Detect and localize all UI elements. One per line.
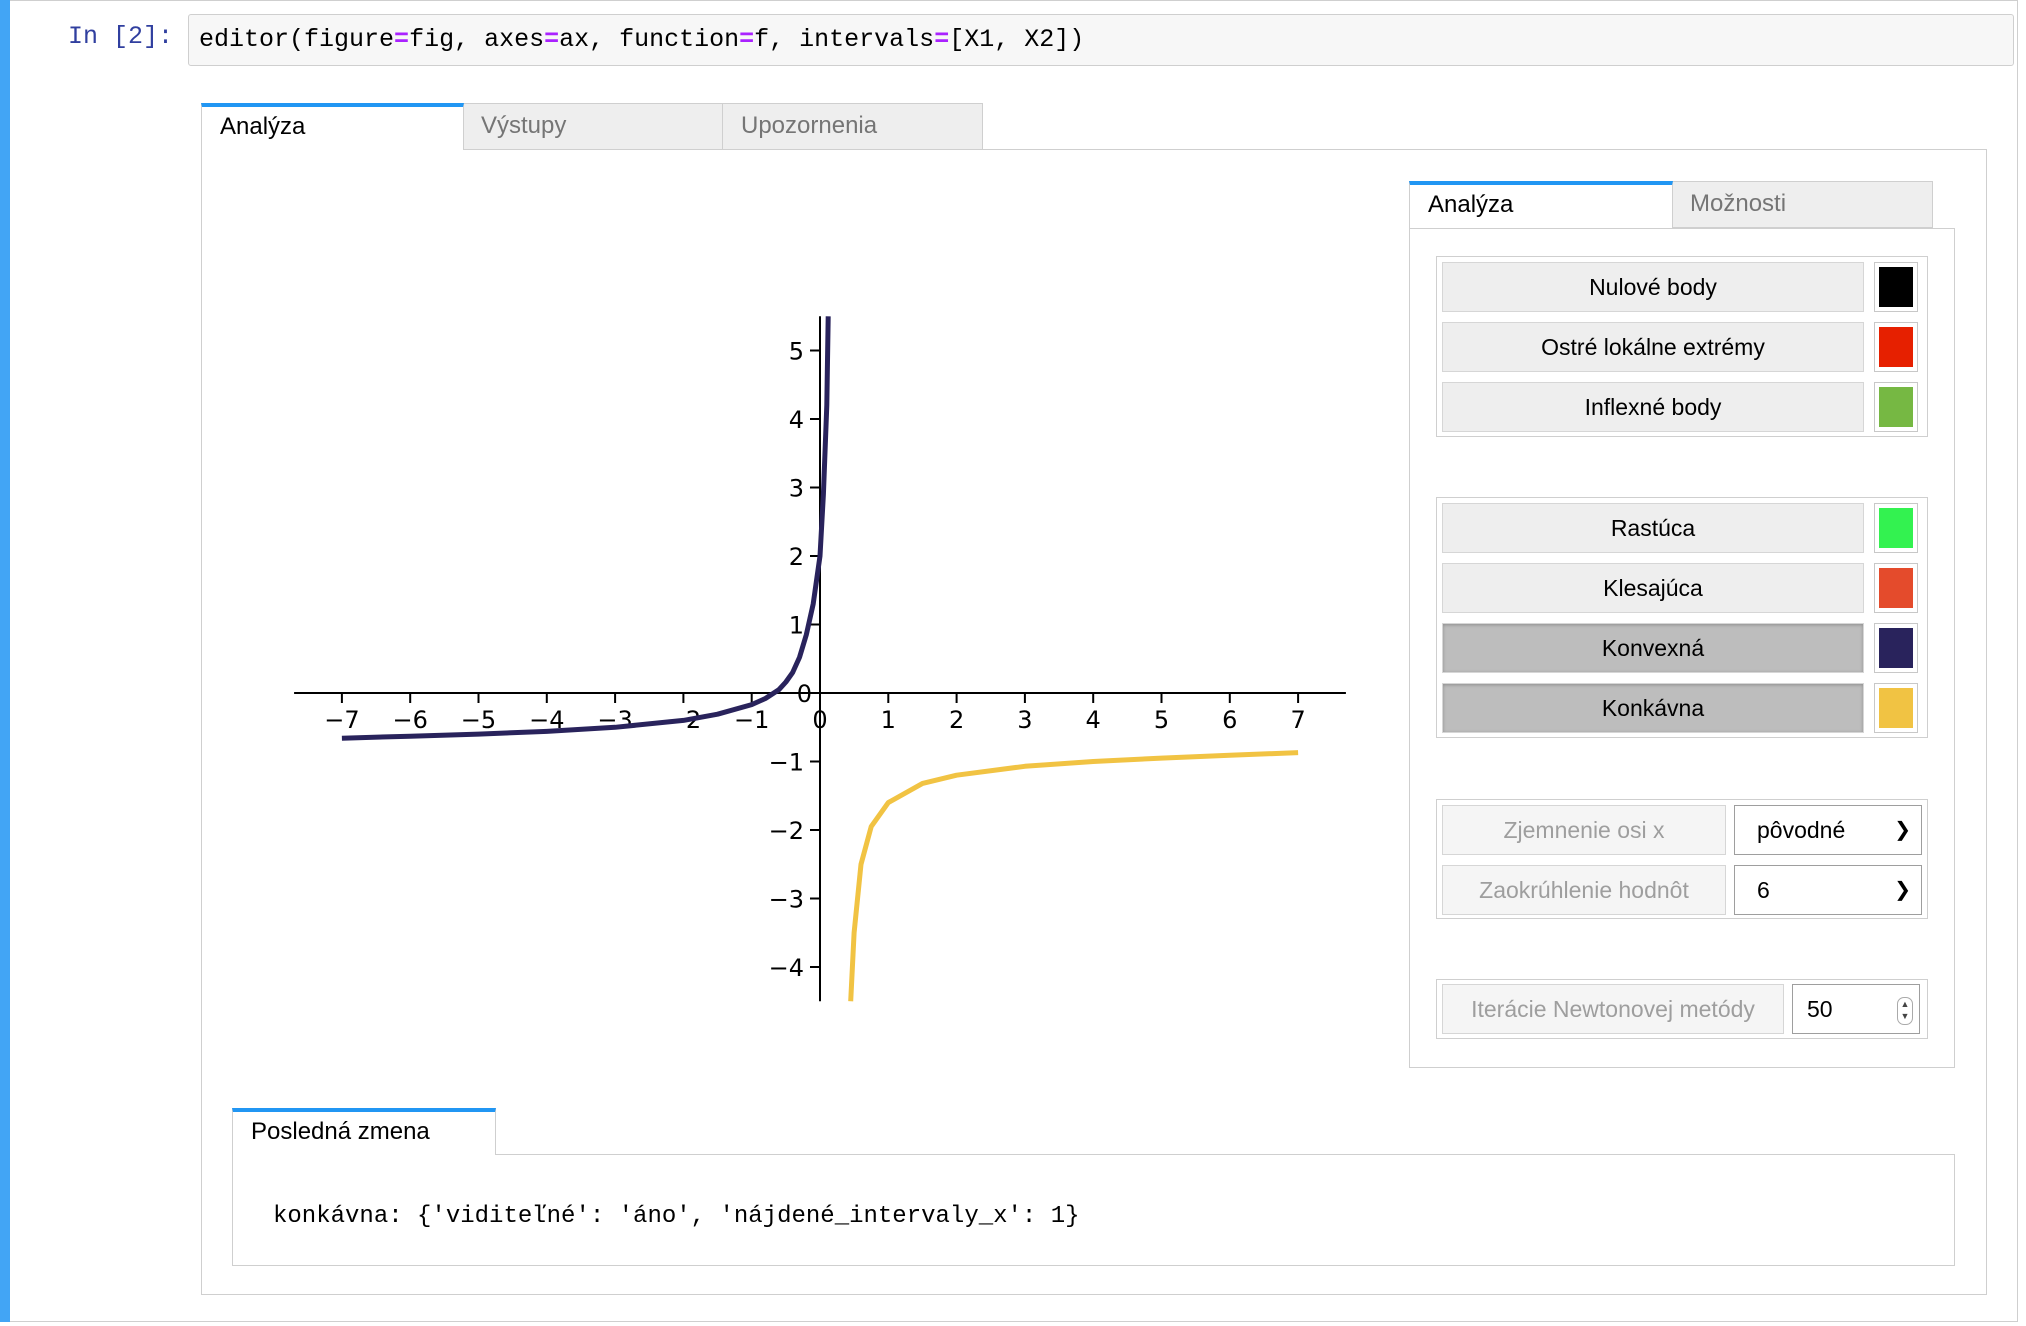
y-tick-label: 0: [797, 680, 812, 708]
color-swatch: [1879, 387, 1913, 427]
tab-analyza[interactable]: Analýza: [201, 103, 464, 150]
y-tick-label: 1: [789, 612, 804, 640]
y-tick-label: 3: [789, 475, 804, 503]
x-refine-label: Zjemnenie osi x: [1442, 805, 1726, 855]
color-swatch: [1879, 568, 1913, 608]
last-change-panel: konkávna: {'viditeľné': 'áno', 'nájdené_…: [232, 1154, 1955, 1266]
increasing-button[interactable]: Rastúca: [1442, 503, 1864, 553]
x-tick-label: 6: [1222, 706, 1237, 734]
tab-vystupy[interactable]: Výstupy: [462, 103, 723, 150]
side-tab-moznosti[interactable]: Možnosti: [1671, 181, 1933, 228]
rounding-label: Zaokrúhlenie hodnôt: [1442, 865, 1726, 915]
cell-prompt: In [2]:: [68, 22, 174, 51]
rounding-value: 6: [1757, 877, 1770, 903]
local-extrema-button[interactable]: Ostré lokálne extrémy: [1442, 322, 1864, 372]
y-tick-label: −2: [769, 817, 804, 845]
zero-points-color-picker[interactable]: [1874, 262, 1918, 312]
x-tick-label: 7: [1290, 706, 1305, 734]
y-tick-label: 4: [789, 406, 804, 434]
color-swatch: [1879, 688, 1913, 728]
y-tick-label: 5: [789, 338, 804, 366]
increasing-color-picker[interactable]: [1874, 503, 1918, 553]
newton-iterations-input[interactable]: 50 ▲ ▼: [1792, 984, 1920, 1034]
concave-button[interactable]: Konkávna: [1442, 683, 1864, 733]
x-refine-select[interactable]: pôvodné ❯: [1734, 805, 1922, 855]
tab-last-change[interactable]: Posledná zmena: [232, 1108, 496, 1155]
color-swatch: [1879, 327, 1913, 367]
concave-color-picker[interactable]: [1874, 683, 1918, 733]
chevron-down-icon: ❯: [1894, 819, 1911, 841]
x-tick-label: −5: [461, 706, 496, 734]
decreasing-color-picker[interactable]: [1874, 563, 1918, 613]
x-tick-label: 1: [881, 706, 896, 734]
newton-iterations-value: 50: [1807, 996, 1833, 1022]
convex-series-line: [341, 316, 831, 741]
last-change-text: konkávna: {'viditeľné': 'áno', 'nájdené_…: [273, 1203, 1080, 1230]
local-extrema-color-picker[interactable]: [1874, 322, 1918, 372]
x-tick-label: 3: [1017, 706, 1032, 734]
inflection-points-color-picker[interactable]: [1874, 382, 1918, 432]
y-tick-label: 2: [789, 543, 804, 571]
newton-iterations-label: Iterácie Newtonovej metódy: [1442, 984, 1784, 1034]
y-tick-label: −1: [769, 749, 804, 777]
x-tick-label: −1: [734, 706, 769, 734]
tab-upozornenia[interactable]: Upozornenia: [722, 103, 983, 150]
spinner-icon[interactable]: ▲ ▼: [1897, 997, 1913, 1025]
x-tick-label: 2: [949, 706, 964, 734]
zero-points-button[interactable]: Nulové body: [1442, 262, 1864, 312]
side-tab-analyza[interactable]: Analýza: [1409, 181, 1673, 228]
settings-group: [1436, 799, 1928, 919]
x-refine-value: pôvodné: [1757, 817, 1846, 843]
color-swatch: [1879, 508, 1913, 548]
code-text: editor(figure=fig, axes=ax, function=f, …: [199, 25, 1085, 54]
concave-series-line: [848, 750, 1299, 1002]
rounding-select[interactable]: 6 ❯: [1734, 865, 1922, 915]
intervals-group: [1436, 497, 1928, 738]
newton-group: [1436, 979, 1928, 1039]
y-tick-label: −3: [769, 886, 804, 914]
points-group: [1436, 256, 1928, 437]
color-swatch: [1879, 628, 1913, 668]
x-tick-label: 0: [812, 706, 827, 734]
y-tick-label: −4: [769, 954, 804, 982]
inflection-points-button[interactable]: Inflexné body: [1442, 382, 1864, 432]
x-tick-label: 5: [1154, 706, 1169, 734]
decreasing-button[interactable]: Klesajúca: [1442, 563, 1864, 613]
color-swatch: [1879, 267, 1913, 307]
x-tick-label: −7: [324, 706, 359, 734]
x-tick-label: −6: [393, 706, 428, 734]
cell-selection-bar: [0, 0, 10, 1322]
chevron-down-icon: ❯: [1894, 879, 1911, 901]
convex-button[interactable]: Konvexná: [1442, 623, 1864, 673]
code-input[interactable]: editor(figure=fig, axes=ax, function=f, …: [188, 14, 2014, 66]
x-tick-label: 4: [1086, 706, 1101, 734]
convex-color-picker[interactable]: [1874, 623, 1918, 673]
